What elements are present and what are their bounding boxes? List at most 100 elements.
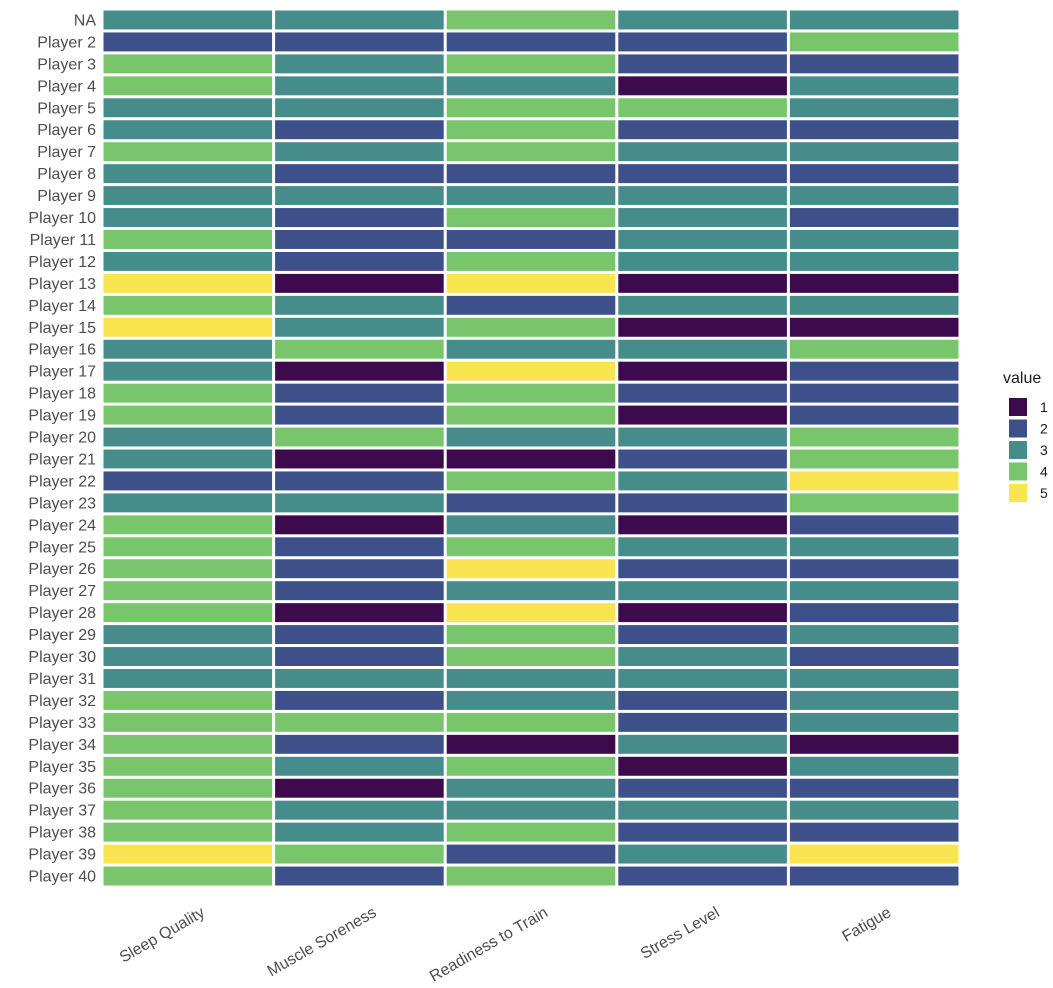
legend-label: 2 (1040, 421, 1048, 437)
heatmap-cell (789, 208, 959, 227)
heatmap-cell (103, 449, 273, 469)
heatmap-cell (103, 559, 273, 579)
heatmap-cell (446, 493, 616, 513)
row-label: Player 5 (37, 100, 96, 117)
heatmap-cell (618, 844, 787, 864)
heatmap-cell (446, 405, 616, 425)
heatmap-cell (789, 822, 959, 842)
heatmap-cell (275, 471, 444, 491)
heatmap-cell (103, 383, 273, 403)
row-label: Player 2 (37, 34, 96, 51)
heatmap-cell (618, 427, 787, 447)
heatmap-cell (618, 625, 787, 645)
row-label: NA (74, 12, 97, 29)
heatmap-cell (618, 581, 787, 601)
heatmap-cell (103, 273, 273, 293)
heatmap-cell (446, 208, 616, 227)
row-label: Player 31 (28, 671, 96, 688)
heatmap-cell (618, 295, 787, 315)
legend-swatch (1009, 419, 1027, 438)
heatmap-cell (275, 844, 444, 864)
row-label: Player 15 (28, 320, 96, 337)
row-label: Player 17 (28, 364, 96, 381)
heatmap-cell (446, 844, 616, 864)
row-label: Player 6 (37, 122, 96, 139)
row-label: Player 19 (28, 408, 96, 425)
legend-swatch (1009, 484, 1027, 502)
heatmap-cell (618, 251, 787, 271)
column-label: Sleep Quality (117, 904, 208, 966)
heatmap-cell (275, 559, 444, 579)
heatmap-cell (103, 317, 273, 337)
heatmap-cell (618, 471, 787, 491)
heatmap-cell (103, 295, 273, 315)
heatmap-cell (618, 537, 787, 557)
heatmap-cell (789, 603, 959, 623)
heatmap-cell (618, 273, 787, 293)
heatmap-cell (275, 295, 444, 315)
heatmap-cell (446, 295, 616, 315)
legend-title: value (1003, 370, 1041, 387)
heatmap-cell (446, 581, 616, 601)
legend-label: 1 (1040, 399, 1048, 415)
heatmap-cell (789, 251, 959, 271)
heatmap-cell (275, 756, 444, 776)
legend-swatch (1009, 462, 1027, 481)
column-label: Muscle Soreness (265, 904, 380, 980)
heatmap-cell (446, 251, 616, 271)
heatmap-cell (446, 317, 616, 337)
heatmap-cell (618, 778, 787, 798)
row-label: Player 23 (28, 495, 96, 512)
heatmap-cell (446, 383, 616, 403)
heatmap-cell (789, 515, 959, 535)
heatmap-cell (446, 427, 616, 447)
row-label: Player 28 (28, 605, 96, 622)
heatmap-cell (275, 712, 444, 732)
heatmap-cell (275, 186, 444, 206)
heatmap-cell (275, 98, 444, 118)
legend-label: 3 (1040, 442, 1048, 458)
heatmap-cell (789, 98, 959, 118)
row-label: Player 18 (28, 386, 96, 403)
heatmap-cell (103, 142, 273, 162)
heatmap-cell (446, 537, 616, 557)
heatmap-cell (103, 361, 273, 381)
heatmap-cell (618, 493, 787, 513)
heatmap-cell (789, 647, 959, 666)
heatmap-cell (789, 625, 959, 645)
heatmap-cell (618, 515, 787, 535)
heatmap-cells (103, 10, 959, 886)
heatmap-cell (618, 120, 787, 140)
heatmap-cell (446, 449, 616, 469)
row-label: Player 29 (28, 627, 96, 644)
heatmap-cell (789, 361, 959, 381)
heatmap-cell (789, 317, 959, 337)
heatmap-cell (789, 273, 959, 293)
heatmap-cell (618, 230, 787, 249)
heatmap-cell (275, 493, 444, 513)
heatmap-cell (618, 405, 787, 425)
heatmap-cell (446, 164, 616, 184)
heatmap-cell (275, 647, 444, 666)
heatmap-cell (789, 427, 959, 447)
heatmap-cell (275, 405, 444, 425)
heatmap-cell (103, 54, 273, 74)
heatmap-cell (618, 164, 787, 184)
heatmap-cell (446, 866, 616, 886)
heatmap-cell (446, 778, 616, 798)
heatmap-cell (103, 537, 273, 557)
row-label: Player 3 (37, 56, 96, 73)
row-label: Player 14 (28, 298, 96, 315)
row-label: Player 34 (28, 737, 96, 754)
heatmap-cell (275, 317, 444, 337)
row-label: Player 9 (37, 188, 96, 205)
heatmap-cell (446, 471, 616, 491)
heatmap-cell (789, 142, 959, 162)
heatmap-cell (618, 361, 787, 381)
heatmap-cell (275, 822, 444, 842)
heatmap-cell (618, 32, 787, 52)
row-label: Player 21 (28, 451, 96, 468)
heatmap-cell (789, 669, 959, 688)
row-label: Player 25 (28, 539, 96, 556)
row-labels: NA Player 2 Player 3 Player 4 Player 5 Player… (28, 12, 96, 885)
